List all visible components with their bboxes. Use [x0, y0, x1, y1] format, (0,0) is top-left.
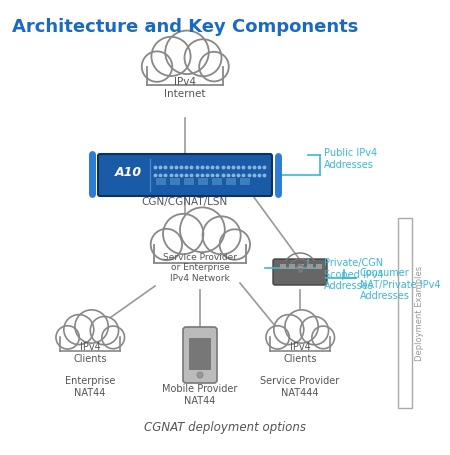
Text: Service Provider
or Enterprise
IPv4 Network: Service Provider or Enterprise IPv4 Netw…	[163, 253, 237, 283]
FancyBboxPatch shape	[270, 338, 330, 351]
FancyBboxPatch shape	[147, 66, 223, 85]
Circle shape	[75, 310, 108, 343]
Bar	[289, 264, 295, 269]
Bar	[280, 264, 286, 269]
Text: IPv4
Clients: IPv4 Clients	[73, 342, 107, 364]
Circle shape	[312, 326, 334, 349]
Bar	[189, 338, 211, 370]
Circle shape	[266, 326, 289, 349]
Text: Private/CGN
Scoped IPv4
Addresses: Private/CGN Scoped IPv4 Addresses	[324, 258, 383, 291]
Circle shape	[90, 317, 118, 345]
FancyBboxPatch shape	[98, 154, 272, 196]
FancyBboxPatch shape	[273, 259, 327, 285]
Text: IPv4
Clients: IPv4 Clients	[283, 342, 317, 364]
Text: Consumer
NAT/Private IPv4
Addresses: Consumer NAT/Private IPv4 Addresses	[360, 268, 441, 301]
Circle shape	[151, 37, 191, 76]
Text: Public IPv4
Addresses: Public IPv4 Addresses	[324, 148, 377, 170]
Text: CGNAT deployment options: CGNAT deployment options	[144, 421, 306, 435]
Bar	[197, 177, 208, 185]
Circle shape	[151, 229, 182, 260]
FancyBboxPatch shape	[154, 244, 246, 263]
Bar	[398, 218, 412, 408]
Text: Enterprise
NAT44: Enterprise NAT44	[65, 376, 115, 398]
FancyBboxPatch shape	[154, 244, 246, 264]
Bar	[183, 177, 194, 185]
Bar	[298, 264, 304, 269]
Circle shape	[184, 39, 221, 76]
Circle shape	[180, 207, 225, 252]
FancyBboxPatch shape	[59, 338, 121, 352]
Circle shape	[274, 314, 304, 344]
Text: Architecture and Key Components: Architecture and Key Components	[12, 18, 358, 36]
FancyBboxPatch shape	[147, 66, 223, 86]
Text: CGN/CGNAT/LSN: CGN/CGNAT/LSN	[142, 197, 228, 207]
Circle shape	[165, 30, 209, 74]
Circle shape	[220, 229, 250, 260]
Text: IPv4
Internet: IPv4 Internet	[164, 77, 206, 99]
Text: Service Provider
NAT444: Service Provider NAT444	[261, 376, 340, 398]
Circle shape	[197, 372, 203, 378]
FancyBboxPatch shape	[59, 338, 121, 351]
FancyBboxPatch shape	[183, 327, 217, 383]
Circle shape	[56, 326, 79, 349]
Bar	[155, 177, 166, 185]
Bar	[169, 177, 180, 185]
Circle shape	[102, 326, 125, 349]
Circle shape	[202, 217, 241, 254]
Bar	[316, 264, 322, 269]
Bar	[307, 264, 313, 269]
Bar	[211, 177, 222, 185]
Circle shape	[199, 52, 229, 81]
Circle shape	[300, 317, 328, 345]
Circle shape	[285, 310, 318, 343]
FancyBboxPatch shape	[270, 338, 330, 352]
Circle shape	[64, 314, 94, 344]
Text: Mobile Provider
NAT44: Mobile Provider NAT44	[162, 384, 238, 405]
Bar	[239, 177, 250, 185]
Circle shape	[142, 51, 172, 82]
Bar	[225, 177, 236, 185]
Text: A10: A10	[114, 166, 142, 178]
Circle shape	[163, 214, 203, 254]
Text: Deployment Examples: Deployment Examples	[415, 265, 424, 360]
